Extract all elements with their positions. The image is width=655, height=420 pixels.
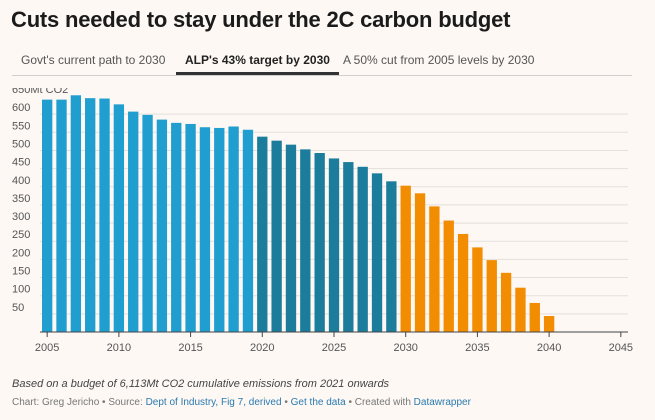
y-tick-label: 600	[12, 102, 30, 114]
x-tick-label: 2040	[537, 342, 561, 354]
x-tick-label: 2045	[609, 342, 633, 354]
bar-2010	[113, 104, 125, 332]
y-tick-label: 250	[12, 229, 30, 241]
bar-2025	[328, 158, 340, 332]
x-tick-label: 2025	[322, 342, 346, 354]
source-link[interactable]: Dept of Industry, Fig 7, derived	[145, 397, 282, 408]
bar-2039	[529, 302, 540, 332]
tab-50-percent-cut[interactable]: A 50% cut from 2005 levels by 2030	[343, 53, 535, 67]
chart-note: Based on a budget of 6,113Mt CO2 cumulat…	[12, 378, 390, 390]
bar-2018	[228, 126, 239, 332]
bar-2014	[171, 122, 182, 332]
x-axis: 2005 2010 2015 2020 2025 2030 2035 2040 2045	[35, 331, 633, 354]
credit-prefix: Chart: Greg Jericho • Source:	[12, 397, 143, 408]
bar-2030	[400, 185, 411, 332]
bar-2038	[515, 287, 526, 332]
bar-2019	[242, 129, 254, 332]
y-tick-label: 500	[12, 138, 30, 150]
bar-2009	[99, 98, 110, 332]
bar-2006	[56, 99, 67, 332]
bar-2029	[386, 181, 397, 332]
bar-2021	[271, 140, 282, 332]
bar-2022	[285, 144, 297, 332]
y-tick-label: 300	[12, 211, 30, 223]
y-tick-label: 200	[12, 247, 30, 259]
bar-2028	[371, 173, 383, 332]
bar-2016	[199, 127, 211, 333]
bar-2013	[156, 119, 168, 332]
bars	[42, 95, 555, 333]
y-tick-label: 50	[12, 302, 24, 314]
x-tick-label: 2005	[35, 342, 59, 354]
bar-2007	[70, 95, 82, 332]
bar-2017	[214, 127, 225, 332]
credit-created-with: • Created with	[348, 397, 411, 408]
y-tick-label: 350	[12, 193, 30, 205]
bar-2023	[300, 149, 311, 332]
x-tick-label: 2020	[250, 342, 274, 354]
bar-2008	[85, 98, 96, 332]
bar-2031	[414, 193, 426, 332]
y-tick-label: 450	[12, 157, 30, 169]
bar-2027	[357, 166, 368, 332]
bar-2036	[486, 260, 497, 332]
bar-2034	[457, 233, 469, 332]
get-data-link[interactable]: Get the data	[290, 397, 346, 408]
y-axis-unit-label: 650Mt CO2	[12, 88, 68, 96]
datawrapper-link[interactable]: Datawrapper	[413, 397, 471, 408]
credit-separator: •	[284, 397, 288, 408]
bar-2012	[142, 114, 153, 332]
tab-bar: Govt's current path to 2030 ALP's 43% ta…	[12, 48, 632, 76]
bar-2024	[314, 153, 325, 332]
chart-credit: Chart: Greg Jericho • Source: Dept of In…	[12, 397, 471, 408]
y-tick-label: 100	[12, 284, 30, 296]
y-tick-label: 150	[12, 266, 30, 278]
bar-2032	[429, 206, 440, 332]
y-tick-label: 550	[12, 120, 30, 132]
bar-2020	[257, 136, 268, 332]
bar-2005	[42, 99, 53, 332]
bar-2035	[472, 247, 483, 332]
y-axis: 50 100 150 200 250 300 350 400 450 500 550 600 650Mt…	[12, 88, 68, 314]
bar-2033	[443, 220, 454, 332]
bar-2026	[343, 162, 354, 332]
bar-2037	[500, 272, 512, 332]
x-tick-label: 2010	[107, 342, 131, 354]
bar-2040	[543, 316, 555, 332]
bar-chart: 50 100 150 200 250 300 350 400 450 500 550 600 650Mt…	[12, 88, 633, 354]
x-tick-label: 2035	[465, 342, 489, 354]
x-tick-label: 2015	[178, 342, 202, 354]
tab-govt-current-path[interactable]: Govt's current path to 2030	[21, 53, 166, 67]
x-tick-label: 2030	[393, 342, 417, 354]
chart-title: Cuts needed to stay under the 2C carbon …	[11, 7, 511, 32]
bar-2011	[128, 111, 139, 332]
tab-alp-43-target[interactable]: ALP's 43% target by 2030	[176, 48, 339, 75]
y-tick-label: 400	[12, 175, 30, 187]
bar-2015	[185, 123, 196, 332]
